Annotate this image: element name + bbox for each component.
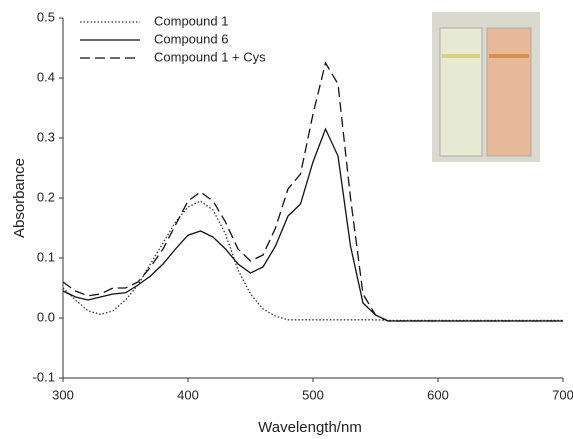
y-tick-label: 0.3: [37, 129, 55, 144]
legend-label: Compound 1: [154, 13, 228, 28]
x-tick-label: 400: [177, 387, 199, 402]
series-line: [62, 200, 563, 322]
y-tick-label: 0.0: [37, 309, 55, 324]
y-tick-label: 0.2: [37, 189, 55, 204]
y-tick-label: 0.4: [37, 69, 55, 84]
legend-label: Compound 1 + Cys: [154, 49, 266, 64]
y-tick-label: 0.1: [37, 249, 55, 264]
x-tick-label: 300: [52, 387, 74, 402]
x-tick-label: 700: [552, 387, 573, 402]
x-tick-label: 600: [427, 387, 449, 402]
x-axis-label: Wavelength/nm: [258, 419, 362, 436]
x-tick-label: 500: [302, 387, 324, 402]
y-tick-label: -0.1: [33, 369, 55, 384]
legend-label: Compound 6: [154, 31, 228, 46]
y-tick-label: 0.5: [37, 9, 55, 24]
series-line: [62, 61, 563, 322]
y-axis-label: Absorbance: [11, 158, 28, 238]
inset-photo: [432, 12, 540, 162]
